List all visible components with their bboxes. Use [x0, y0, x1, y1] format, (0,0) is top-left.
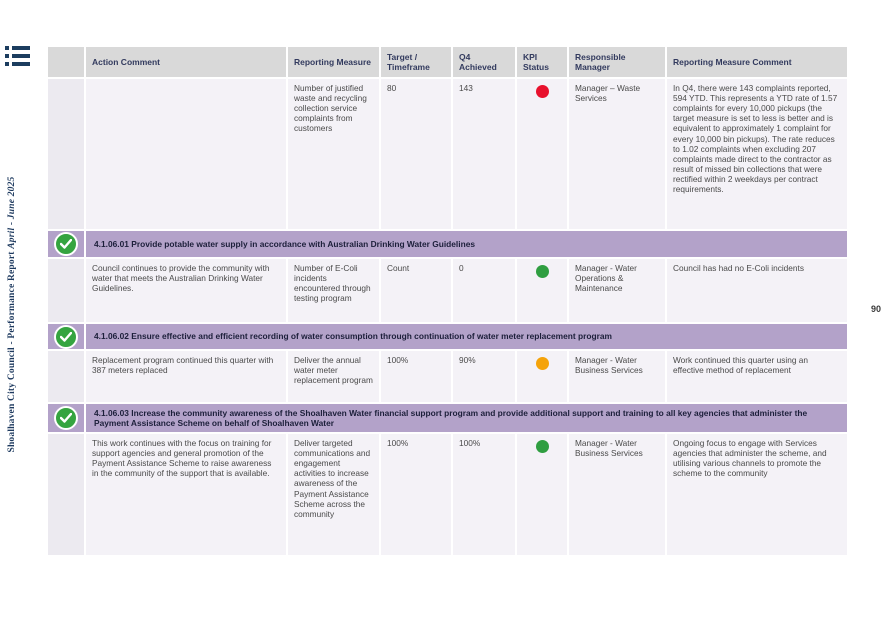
green-dot-icon — [535, 440, 549, 453]
manager-cell: Manager - Water Business Services — [569, 351, 665, 402]
section-header-title: 4.1.06.01 Provide potable water supply i… — [86, 231, 847, 257]
kpi-status-cell — [517, 351, 567, 402]
col-header-responsible-manager: Responsible Manager — [569, 47, 665, 77]
kpi-status-cell — [517, 259, 567, 322]
col-header-target-timeframe: Target / Timeframe — [381, 47, 451, 77]
target-cell: 80 — [381, 79, 451, 229]
target-cell: 100% — [381, 434, 451, 555]
target-cell: 100% — [381, 351, 451, 402]
manager-cell: Manager - Water Operations & Maintenance — [569, 259, 665, 322]
performance-table: Action Comment Reporting Measure Target … — [48, 47, 847, 555]
q4-cell: 100% — [453, 434, 515, 555]
reporting-measure-cell: Number of E-Coli incidents encountered t… — [288, 259, 379, 322]
red-dot-icon — [535, 85, 549, 98]
green-dot-icon — [535, 265, 549, 278]
action-comment-cell — [86, 79, 286, 229]
report-period: April - June 2025 — [7, 176, 17, 249]
row-icon-cell — [48, 434, 84, 555]
section-status-cell — [48, 404, 84, 432]
action-comment-cell: This work continues with the focus on tr… — [86, 434, 286, 555]
q4-cell: 143 — [453, 79, 515, 229]
report-name: Performance Report — [7, 248, 17, 339]
col-header-kpi-status: KPI Status — [517, 47, 567, 77]
action-comment-cell: Council continues to provide the communi… — [86, 259, 286, 322]
list-icon[interactable] — [5, 45, 31, 67]
col-header-reporting-measure-comment: Reporting Measure Comment — [667, 47, 847, 77]
row-icon-cell — [48, 351, 84, 402]
manager-cell: Manager – Waste Services — [569, 79, 665, 229]
action-comment-cell: Replacement program continued this quart… — [86, 351, 286, 402]
kpi-status-cell — [517, 79, 567, 229]
check-circle-icon — [54, 406, 78, 430]
measure-comment-cell: In Q4, there were 143 complaints reporte… — [667, 79, 847, 229]
page-number: 90 — [870, 304, 881, 314]
section-status-cell — [48, 231, 84, 257]
reporting-measure-cell: Number of justified waste and recycling … — [288, 79, 379, 229]
header-icon-col — [48, 47, 84, 77]
q4-cell: 90% — [453, 351, 515, 402]
q4-cell: 0 — [453, 259, 515, 322]
section-header-title: 4.1.06.03 Increase the community awarene… — [86, 404, 847, 432]
org-name: Shoalhaven City Council — [7, 347, 17, 453]
section-header-title: 4.1.06.02 Ensure effective and efficient… — [86, 324, 847, 349]
measure-comment-cell: Work continued this quarter using an eff… — [667, 351, 847, 402]
col-header-action-comment: Action Comment — [86, 47, 286, 77]
amber-dot-icon — [535, 357, 549, 370]
measure-comment-cell: Ongoing focus to engage with Services ag… — [667, 434, 847, 555]
reporting-measure-cell: Deliver targeted communications and enga… — [288, 434, 379, 555]
check-circle-icon — [54, 324, 78, 349]
kpi-status-cell — [517, 434, 567, 555]
reporting-measure-cell: Deliver the annual water meter replaceme… — [288, 351, 379, 402]
row-icon-cell — [48, 79, 84, 229]
row-icon-cell — [48, 259, 84, 322]
list-icon-glyph — [5, 46, 30, 66]
manager-cell: Manager - Water Business Services — [569, 434, 665, 555]
col-header-reporting-measure: Reporting Measure — [288, 47, 379, 77]
check-circle-icon — [54, 232, 78, 256]
measure-comment-cell: Council has had no E-Coli incidents — [667, 259, 847, 322]
section-status-cell — [48, 324, 84, 349]
target-cell: Count — [381, 259, 451, 322]
document-title-vertical: Shoalhaven City Council - Performance Re… — [7, 176, 17, 453]
col-header-q4-achieved: Q4 Achieved — [453, 47, 515, 77]
